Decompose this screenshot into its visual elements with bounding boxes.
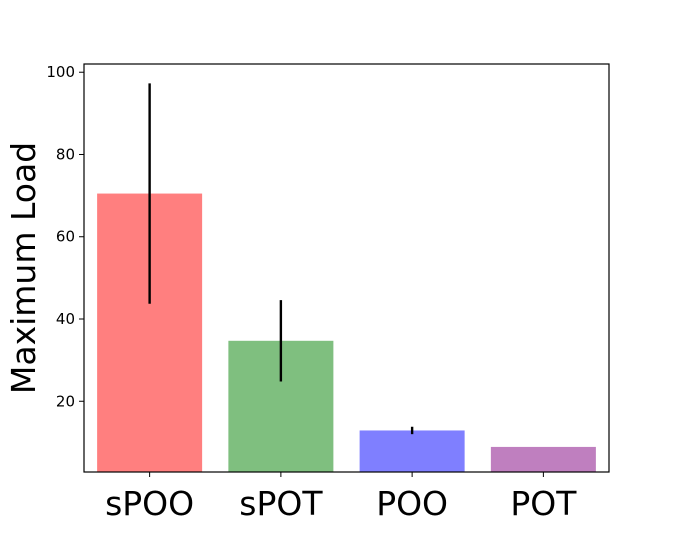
bars-layer bbox=[97, 193, 596, 472]
y-tick-label: 60 bbox=[56, 228, 75, 246]
x-tick-label: POO bbox=[376, 484, 448, 523]
y-tick-label: 80 bbox=[56, 145, 75, 163]
y-tick-label: 20 bbox=[56, 392, 75, 410]
error-bars-layer bbox=[148, 83, 414, 435]
x-tick-label: sPOT bbox=[239, 484, 323, 523]
y-tick-label: 40 bbox=[56, 310, 75, 328]
y-axis-label: Maximum Load bbox=[4, 142, 43, 394]
plot-frame bbox=[83, 63, 610, 473]
x-axis-ticks: sPOO sPOT POO POT bbox=[105, 472, 577, 523]
y-axis-ticks: 20 40 60 80 100 bbox=[46, 63, 84, 410]
y-tick-label: 100 bbox=[46, 63, 75, 81]
bar-poo bbox=[359, 430, 465, 472]
x-tick-label: POT bbox=[510, 484, 577, 523]
bar-pot bbox=[490, 446, 596, 472]
x-tick-label: sPOO bbox=[105, 484, 194, 523]
